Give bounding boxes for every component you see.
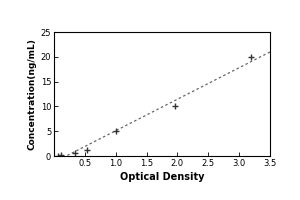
Y-axis label: Concentration(ng/mL): Concentration(ng/mL) [28,38,37,150]
X-axis label: Optical Density: Optical Density [120,172,204,182]
